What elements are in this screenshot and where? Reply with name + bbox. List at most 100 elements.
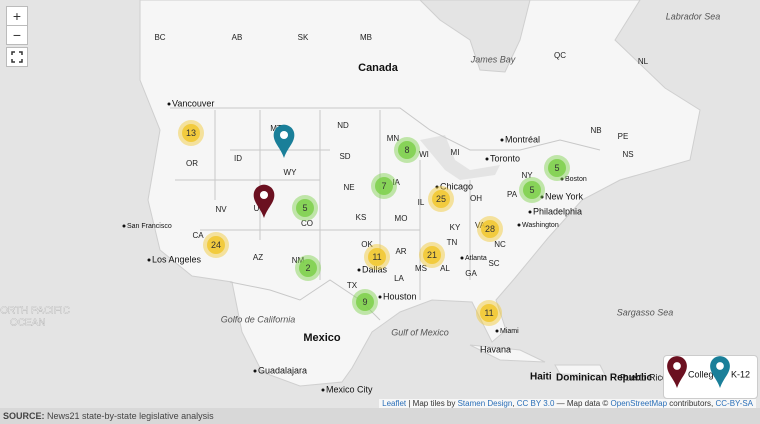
city-dot [378, 295, 382, 299]
region-label: NY [521, 171, 533, 180]
zoom-in[interactable]: + [6, 6, 28, 26]
region-label: MI [451, 148, 460, 157]
attribution-link[interactable]: CC BY 3.0 [516, 399, 555, 408]
cluster-count: 25 [436, 194, 446, 204]
region-label: KY [450, 223, 461, 232]
cluster[interactable]: 25 [428, 186, 454, 212]
cluster-count: 9 [362, 297, 367, 307]
cluster[interactable]: 28 [477, 216, 503, 242]
region-label: NL [638, 57, 649, 66]
cluster[interactable]: 5 [292, 195, 318, 221]
region-label: OR [186, 159, 198, 168]
wate-label: James Bay [470, 54, 516, 64]
cluster-count: 7 [381, 181, 386, 191]
citie-label: Vancouver [172, 98, 214, 108]
cluster[interactable]: 9 [352, 289, 378, 315]
citie-label: Dominican Republic [556, 373, 653, 384]
attribution-link[interactable]: CC-BY-SA [715, 399, 754, 408]
citie-label: Los Angeles [152, 254, 202, 264]
cluster[interactable]: 11 [476, 300, 502, 326]
attribution: Leaflet | Map tiles by Stamen Design, CC… [379, 399, 756, 408]
attribution-link[interactable]: Leaflet [382, 399, 407, 408]
cluster-count: 13 [186, 128, 196, 138]
region-label: AZ [253, 253, 263, 262]
cluster-core [423, 246, 441, 264]
region-label: UT [254, 204, 265, 213]
cluster[interactable]: 8 [394, 137, 420, 163]
city-dot [540, 195, 544, 199]
region-label: PA [507, 190, 518, 199]
hudson-bay [419, 0, 531, 73]
region-label: OH [470, 194, 482, 203]
hispaniola [554, 364, 606, 376]
city-dot [321, 388, 325, 392]
cluster-core [523, 181, 541, 199]
cluster-count: 5 [529, 185, 534, 195]
legend-pin [667, 356, 687, 388]
cluster[interactable]: 5 [519, 177, 545, 203]
legend-label: College [688, 369, 719, 379]
citie-label: Washington [522, 222, 559, 229]
cluster-core [480, 304, 498, 322]
region-label: NV [215, 205, 227, 214]
cluster-count: 28 [485, 224, 495, 234]
city-dot [147, 258, 151, 262]
citie-label: Mexico City [326, 384, 373, 394]
region-label: AL [440, 264, 450, 273]
region-label: OK [361, 240, 373, 249]
citie-label: Puerto Rico [620, 372, 667, 382]
cluster-core [207, 236, 225, 254]
citie-label: San Francisco [127, 223, 172, 230]
cluster[interactable]: 21 [419, 242, 445, 268]
region-label: CO [301, 219, 313, 228]
citie-label: Havana [480, 344, 511, 354]
region-label: KS [356, 213, 367, 222]
region-label: VA [475, 221, 486, 230]
cluster[interactable]: 5 [544, 155, 570, 181]
region-label: IL [418, 198, 425, 207]
citie-label: Haiti [530, 372, 552, 383]
source: SOURCE: News21 state-by-state legislativ… [3, 408, 214, 424]
attribution-text: , [512, 399, 517, 408]
citie-label: Toronto [490, 153, 520, 163]
pin-hole [259, 190, 269, 200]
cluster[interactable]: 13 [178, 120, 204, 146]
citie-label: New York [545, 191, 584, 201]
cluster-core [432, 190, 450, 208]
cluster[interactable]: 2 [295, 255, 321, 281]
region-label: SC [488, 259, 499, 268]
cluster-core [296, 199, 314, 217]
region-label: ND [337, 121, 349, 130]
legend-label: K-12 [731, 369, 750, 379]
wate-label: Gulf of Mexico [391, 327, 449, 337]
attribution-link[interactable]: OpenStreetMap [610, 399, 668, 408]
cluster-count: 24 [211, 240, 221, 250]
fullscreen[interactable] [6, 47, 28, 67]
region-label: BC [154, 33, 165, 42]
marker[interactable] [253, 184, 275, 218]
cuba [469, 344, 546, 363]
city-dot [485, 157, 489, 161]
citie-label: Boston [565, 176, 587, 183]
cluster[interactable]: 11 [364, 244, 390, 270]
attribution-link[interactable]: Stamen Design [457, 399, 513, 408]
marker[interactable] [273, 124, 295, 158]
cluster[interactable]: 7 [371, 173, 397, 199]
citie-label: Montréal [505, 134, 540, 144]
cluster-count: 5 [302, 203, 307, 213]
region-label: NC [494, 240, 506, 249]
map: Canada Mexico Labrador Sea James Bay NORTH P… [0, 0, 720, 394]
cluster[interactable]: 24 [203, 232, 229, 258]
cluster-core [481, 220, 499, 238]
region-label: PE [618, 132, 629, 141]
citie-label: Houston [383, 291, 417, 301]
city-dot [560, 177, 564, 181]
region-label: LA [394, 274, 404, 283]
great-lakes [420, 135, 500, 180]
region-label: NM [292, 256, 305, 265]
city-dot [122, 224, 126, 228]
region-label: NB [590, 126, 601, 135]
region-label: SK [298, 33, 309, 42]
zoom-out[interactable]: − [6, 25, 28, 45]
attribution-text: | Map tiles by [406, 399, 458, 408]
